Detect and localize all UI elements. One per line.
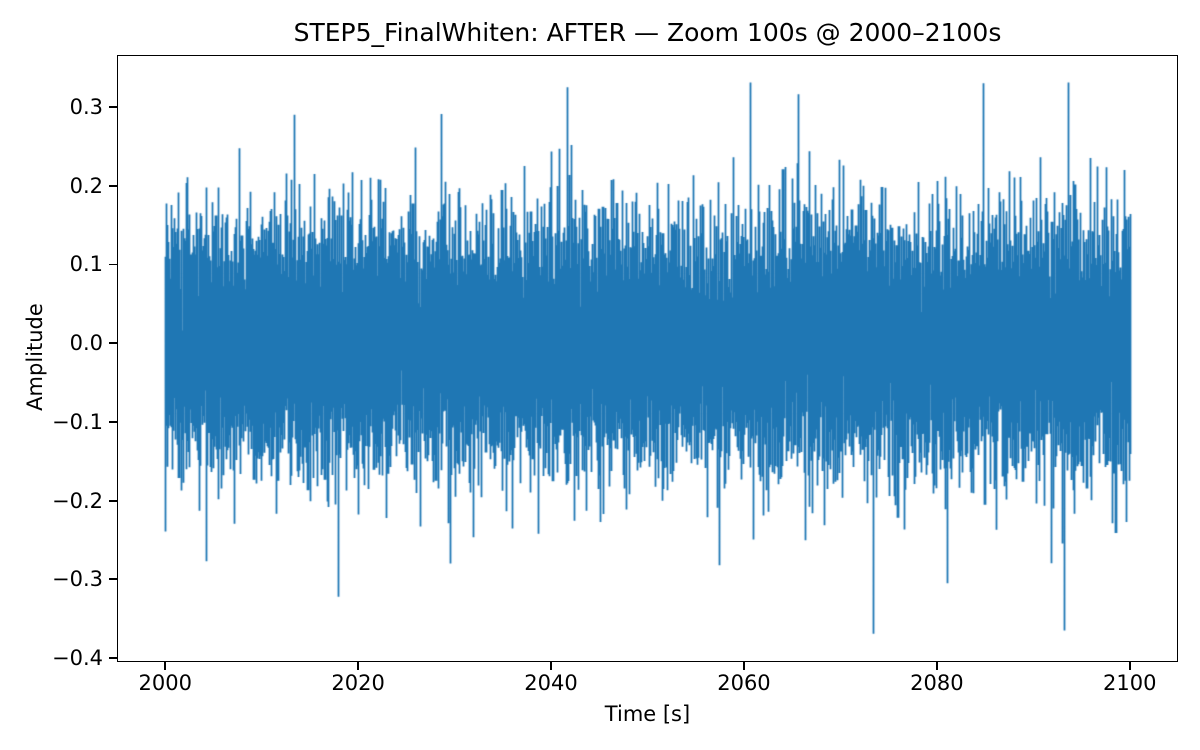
y-tick-mark bbox=[109, 184, 117, 187]
y-tick-label: 0.3 bbox=[69, 94, 103, 119]
x-tick-mark bbox=[357, 662, 360, 670]
y-tick-mark bbox=[109, 106, 117, 108]
y-tick-mark bbox=[109, 578, 117, 581]
x-tick-label: 2100 bbox=[1103, 671, 1157, 695]
x-tick-label: 2020 bbox=[331, 671, 385, 695]
x-axis-label: Time [s] bbox=[604, 702, 691, 726]
chart-title: STEP5_FinalWhiten: AFTER — Zoom 100s @ 2… bbox=[293, 18, 1002, 47]
y-tick-mark bbox=[109, 420, 117, 423]
waveform-canvas bbox=[117, 55, 1178, 662]
y-tick-mark bbox=[109, 342, 117, 345]
y-tick-label: −0.4 bbox=[52, 646, 103, 671]
y-tick-label: −0.1 bbox=[52, 409, 103, 434]
y-tick-mark bbox=[109, 657, 117, 659]
plot-area bbox=[117, 55, 1178, 662]
y-tick-label: 0.2 bbox=[69, 173, 103, 198]
y-tick-mark bbox=[109, 499, 117, 502]
x-tick-label: 2060 bbox=[717, 671, 771, 695]
x-tick-mark bbox=[743, 662, 745, 670]
x-tick-mark bbox=[1128, 662, 1131, 670]
x-tick-label: 2000 bbox=[138, 671, 192, 695]
y-tick-label: 0.0 bbox=[69, 331, 103, 356]
y-tick-label: −0.2 bbox=[52, 488, 103, 513]
x-tick-mark bbox=[550, 662, 552, 670]
x-tick-label: 2080 bbox=[910, 671, 964, 695]
x-tick-label: 2040 bbox=[524, 671, 578, 695]
y-tick-label: 0.1 bbox=[69, 252, 103, 277]
y-axis-label: Amplitude bbox=[23, 303, 47, 411]
x-tick-mark bbox=[935, 662, 938, 670]
y-tick-mark bbox=[109, 263, 117, 266]
x-tick-mark bbox=[164, 662, 167, 670]
y-tick-label: −0.3 bbox=[52, 567, 103, 592]
